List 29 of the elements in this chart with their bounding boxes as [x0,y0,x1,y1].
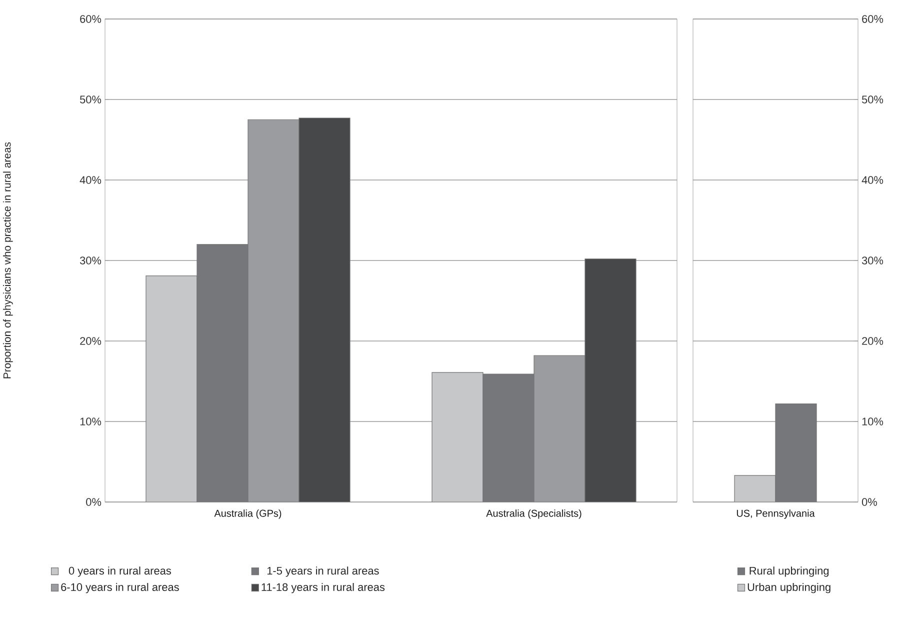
y-tick-label: 0% [86,498,102,506]
x-tick-label: Australia (Specialists) [486,510,582,519]
y-tick-label: 60% [862,15,884,23]
bar [584,258,636,502]
y-tick-label: 20% [80,337,102,345]
bar [298,118,350,502]
bar [534,355,586,502]
legend-label: Rural upbringing [750,566,829,577]
y-tick-label: 30% [80,256,102,264]
y-axis-title: Proportion of physicians who practice in rural areas [3,142,13,378]
legend-label: 0 years in rural areas [68,566,172,577]
y-tick-label: 60% [80,15,102,23]
x-tick-label: Australia (GPs) [214,510,282,519]
y-tick-label: 10% [80,418,102,426]
legend-label: 6-10 years in rural areas [61,582,179,594]
legend-label: Urban upbringing [748,582,830,594]
y-tick-label: 40% [80,176,102,184]
y-tick-label: 50% [80,96,102,104]
y-tick-label: 20% [862,337,884,345]
y-tick-label: 10% [862,418,884,426]
bar [432,372,484,502]
y-tick-label: 50% [862,96,884,104]
x-tick-label: US, Pennsylvania [736,510,815,519]
legend-label: 1-5 years in rural areas [267,566,379,577]
y-tick-label: 0% [862,498,877,506]
y-tick-label: 40% [862,176,884,184]
legend-label: 11-18 years in rural areas [262,582,385,594]
bar [146,275,198,502]
y-tick-label: 30% [862,256,884,264]
